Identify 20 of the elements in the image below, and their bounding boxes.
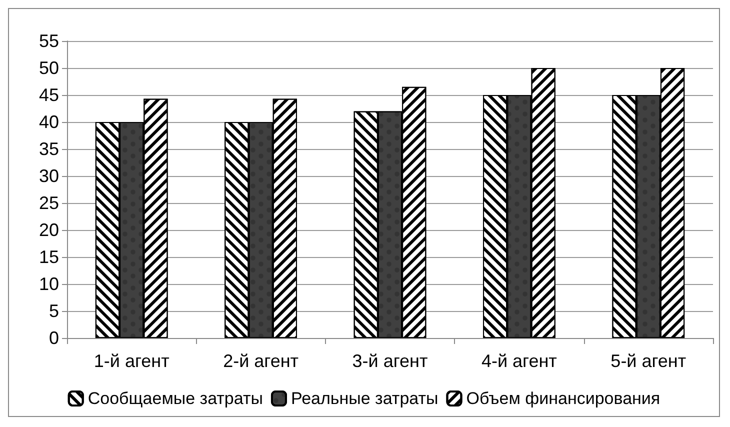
x-tick-label: 4-й агент <box>481 351 557 371</box>
x-tick-label: 2-й агент <box>223 351 299 371</box>
y-tick-label: 25 <box>38 193 59 213</box>
y-tick-label: 15 <box>38 247 59 267</box>
y-tick-label: 5 <box>48 301 59 321</box>
y-tick-label: 10 <box>38 274 59 294</box>
legend-label: Реальные затраты <box>290 389 438 408</box>
y-tick-label: 40 <box>38 112 59 132</box>
y-tick-label: 35 <box>38 139 59 159</box>
x-tick-label: 5-й агент <box>610 351 686 371</box>
legend-label: Сообщаемые затраты <box>88 389 263 408</box>
y-tick-label: 55 <box>38 31 59 51</box>
y-tick-label: 30 <box>38 166 59 186</box>
y-tick-label: 45 <box>38 85 59 105</box>
legend-label: Объем финансирования <box>466 389 660 408</box>
y-tick-label: 20 <box>38 220 59 240</box>
y-tick-label: 0 <box>48 328 59 348</box>
y-tick-label: 50 <box>38 58 59 78</box>
x-tick-label: 1-й агент <box>94 351 170 371</box>
x-tick-label: 3-й агент <box>352 351 428 371</box>
